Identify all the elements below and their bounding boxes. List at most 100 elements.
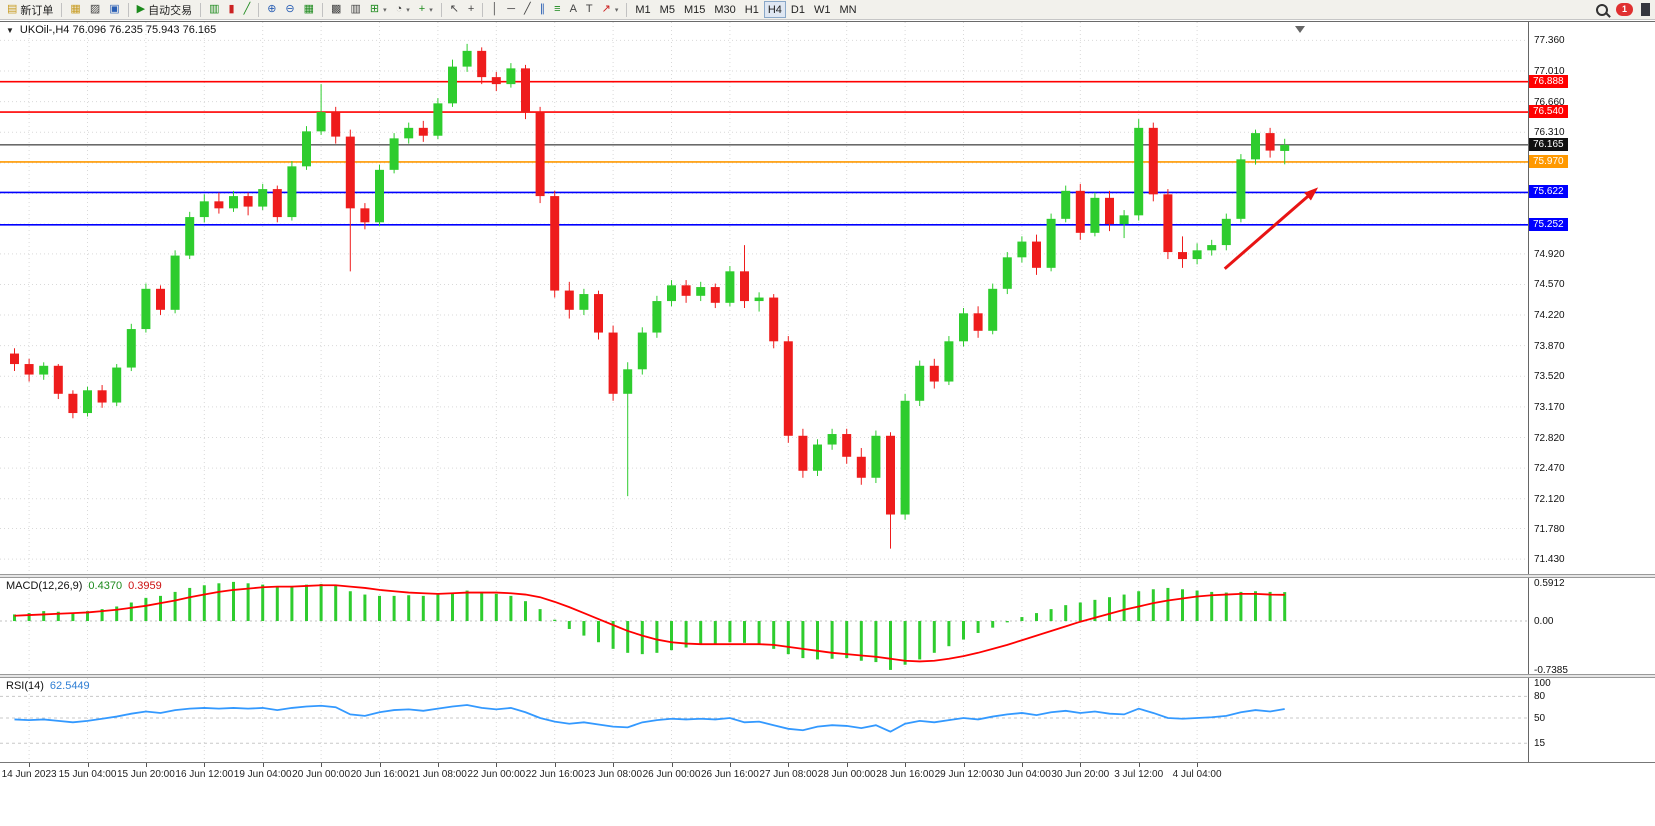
price-tick: 76.310 <box>1534 127 1565 139</box>
time-tick <box>29 763 31 767</box>
pane-separator[interactable] <box>0 674 1655 678</box>
chart-window[interactable]: ▼ UKOil-,H4 76.096 76.235 75.943 76.165 … <box>0 21 1655 826</box>
add-chart-icon: ⊞ <box>369 3 380 15</box>
timeframe-m1-button[interactable]: M1 <box>631 1 654 18</box>
time-tick <box>1080 763 1082 767</box>
macd-signal-value: 0.3959 <box>128 580 162 592</box>
horizontal-line-button[interactable]: ─ <box>503 1 519 18</box>
line-chart-type-button[interactable]: ╱ <box>240 1 255 18</box>
timeframe-h1-button[interactable]: H1 <box>741 1 763 18</box>
candle <box>783 336 793 443</box>
price-tick: 74.570 <box>1534 279 1565 291</box>
add-chart-button[interactable]: ⊞ ▾ <box>366 1 391 18</box>
trend-arrow[interactable] <box>1223 187 1319 270</box>
candle <box>1017 236 1027 263</box>
time-label: 27 Jun 08:00 <box>759 769 818 780</box>
price-scale[interactable]: 77.36077.01076.66076.31075.96075.61075.2… <box>1528 22 1655 574</box>
candle <box>1265 127 1275 158</box>
text-button[interactable]: A <box>566 1 581 18</box>
equidistant-channel-button[interactable]: ∥ <box>536 1 550 18</box>
equidistant-channel-icon: ∥ <box>539 3 546 15</box>
candle <box>827 428 837 450</box>
bar-chart-type-button[interactable]: ▥ <box>205 1 223 18</box>
macd-pane[interactable]: MACD(12,26,9) 0.4370 0.3959 0.5912 0.00 -0… <box>0 578 1655 676</box>
timeframe-m5-button[interactable]: M5 <box>656 1 679 18</box>
zoom-out-button[interactable]: ⊖ <box>281 1 298 18</box>
rsi-pane[interactable]: RSI(14) 62.5449 100 80 50 15 <box>0 678 1655 762</box>
zoom-in-button[interactable]: ⊕ <box>263 1 280 18</box>
profiles-button[interactable]: ▨ <box>86 1 104 18</box>
auto-trading-button[interactable]: ▶ 自动交易 <box>133 1 196 18</box>
arrows-tool-button[interactable]: ↗ ▾ <box>598 1 623 18</box>
rsi-scale[interactable]: 100 80 50 15 <box>1528 678 1655 762</box>
time-label: 26 Jun 16:00 <box>700 769 759 780</box>
candle <box>433 98 443 140</box>
macd-name: MACD(12,26,9) <box>6 580 83 592</box>
time-label: 4 Jul 04:00 <box>1172 769 1222 780</box>
new-chart-button[interactable]: ▦ <box>66 1 84 18</box>
timeframe-m30-button[interactable]: M30 <box>710 1 739 18</box>
candlestick-type-button[interactable]: ▮ <box>225 1 239 18</box>
macd-label: MACD(12,26,9) 0.4370 0.3959 <box>6 580 162 592</box>
price-tick: 72.820 <box>1534 432 1565 444</box>
periods-button[interactable]: ◔ ▾ <box>392 1 414 18</box>
search-icon[interactable] <box>1596 3 1608 16</box>
auto-scroll-icon: ▥ <box>350 3 361 15</box>
zoom-out-icon: ⊖ <box>285 3 295 15</box>
time-axis[interactable]: 14 Jun 2023 15 Jun 04:00 15 Jun 20:00 16 Ju… <box>0 762 1655 789</box>
time-tick <box>321 763 323 767</box>
arrows-tool-dropdown-icon[interactable]: ▾ <box>614 6 619 14</box>
price-chart[interactable] <box>0 22 1528 574</box>
arrange-windows-button[interactable]: ▩ <box>327 1 345 18</box>
timeframe-mn-button[interactable]: MN <box>835 1 860 18</box>
text-label-button[interactable]: T <box>582 1 597 18</box>
price-line-badge: 76.540 <box>1529 105 1568 119</box>
candle <box>1032 234 1041 275</box>
price-pane[interactable]: ▼ UKOil-,H4 76.096 76.235 75.943 76.165 … <box>0 22 1655 574</box>
cursor-button[interactable]: ↖ <box>446 1 463 18</box>
price-tick: 77.010 <box>1534 65 1565 77</box>
indicators-dropdown-icon[interactable]: ▾ <box>429 6 433 14</box>
terminal-button[interactable]: ▣ <box>105 1 123 18</box>
candle <box>856 448 866 485</box>
notification-badge[interactable]: 1 <box>1616 3 1633 16</box>
crosshair-button[interactable]: + <box>464 1 478 18</box>
rsi-chart[interactable] <box>0 678 1528 762</box>
new-order-button[interactable]: ▤ 新订单 <box>3 1 57 18</box>
periods-dropdown-icon[interactable]: ▾ <box>406 6 410 14</box>
timeframe-d1-button[interactable]: D1 <box>787 1 809 18</box>
timeframe-m15-button[interactable]: M15 <box>680 1 709 18</box>
symbol-menu-icon[interactable]: ▼ <box>6 25 14 35</box>
window-corner-icon[interactable] <box>1641 3 1650 16</box>
timeframe-h4-button[interactable]: H4 <box>763 1 786 18</box>
auto-scroll-button[interactable]: ▥ <box>346 1 364 18</box>
candle <box>959 308 968 347</box>
tile-windows-button[interactable]: ▦ <box>300 1 318 18</box>
pane-separator[interactable] <box>0 574 1655 578</box>
vertical-line-icon: │ <box>491 3 499 15</box>
vertical-line-button[interactable]: │ <box>487 1 502 18</box>
candle <box>1163 189 1173 260</box>
macd-chart[interactable] <box>0 578 1528 674</box>
candle <box>345 129 355 272</box>
rsi-tick: 50 <box>1534 713 1546 724</box>
add-chart-dropdown-icon[interactable]: ▾ <box>383 6 387 14</box>
time-label: 30 Jun 04:00 <box>992 769 1051 780</box>
time-tick <box>963 763 965 767</box>
trendline-button[interactable]: ╱ <box>520 1 535 18</box>
trendline-icon: ╱ <box>524 3 531 15</box>
time-label: 15 Jun 04:00 <box>58 769 117 780</box>
shift-marker[interactable] <box>1295 26 1305 33</box>
time-label: 3 Jul 12:00 <box>1114 769 1164 780</box>
timeframe-w1-button[interactable]: W1 <box>810 1 835 18</box>
price-tick: 77.360 <box>1534 35 1565 47</box>
indicators-button[interactable]: + ▾ <box>415 1 437 18</box>
toolbar-separator <box>626 2 628 17</box>
current-price-badge: 76.165 <box>1529 137 1568 151</box>
candle <box>506 63 516 88</box>
macd-scale[interactable]: 0.5912 0.00 -0.7385 <box>1528 578 1655 676</box>
terminal-icon: ▣ <box>109 3 120 15</box>
time-label: 26 Jun 00:00 <box>642 769 701 780</box>
candle <box>944 336 954 386</box>
fibonacci-button[interactable]: ≡ <box>550 1 564 18</box>
